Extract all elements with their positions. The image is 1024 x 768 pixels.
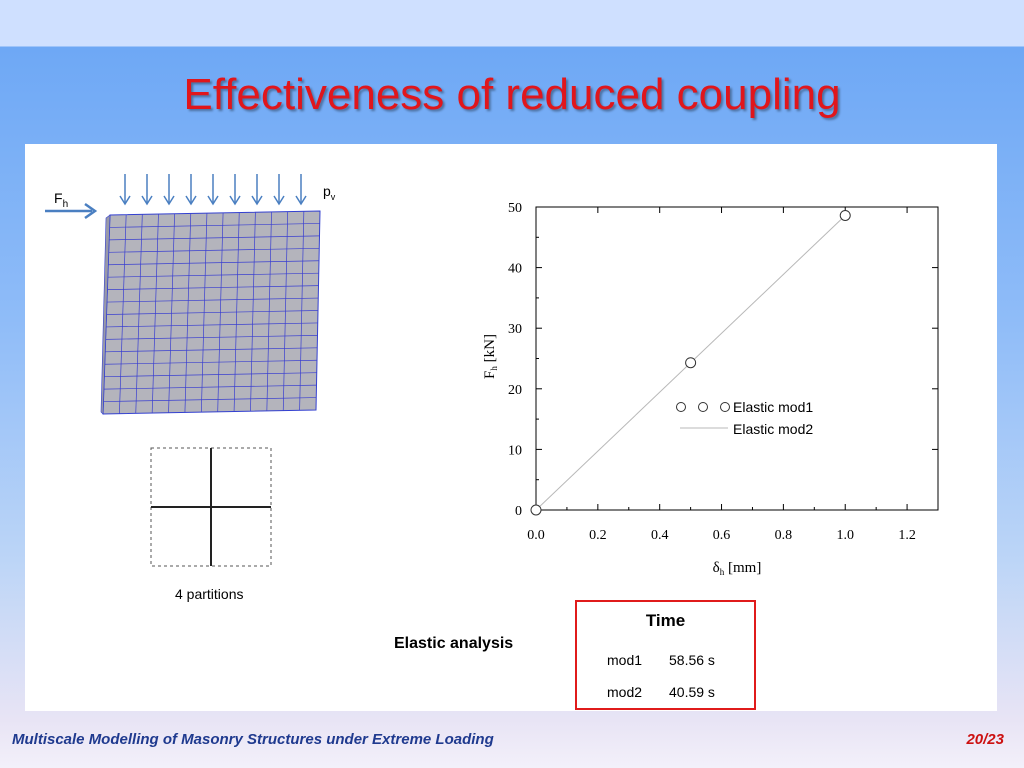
top-band xyxy=(0,0,1024,46)
legend-mod1-marker xyxy=(720,402,730,412)
partitions-label: 4 partitions xyxy=(175,586,244,602)
legend-mod1-label: Elastic mod1 xyxy=(733,399,813,415)
legend-mod1-marker xyxy=(698,402,708,412)
series-elastic-mod1-point xyxy=(530,504,542,516)
row1-time: 58.56 s xyxy=(669,652,715,668)
plot-area xyxy=(535,206,939,511)
y-tick-label: 0 xyxy=(515,504,522,519)
series-elastic-mod1-point xyxy=(685,357,697,369)
row2-time: 40.59 s xyxy=(669,684,715,700)
row2-model: mod2 xyxy=(607,684,643,700)
x-tick-label: 1.0 xyxy=(836,528,854,543)
x-tick-label: 0.6 xyxy=(713,528,731,543)
page-number: 20/23 xyxy=(966,731,1004,748)
y-axis-label: Fh [kN] xyxy=(482,334,499,379)
y-tick-label: 40 xyxy=(508,262,522,277)
x-tick-label: 0.8 xyxy=(775,528,793,543)
y-tick-label: 20 xyxy=(508,383,522,398)
analysis-label: Elastic analysis xyxy=(394,635,514,652)
x-tick-label: 0.4 xyxy=(651,528,669,543)
x-axis-label: δh [mm] xyxy=(713,560,762,577)
legend-mod1-marker xyxy=(676,402,686,412)
force-arrow-icon xyxy=(45,202,98,220)
pressure-label: pv xyxy=(323,183,336,202)
pressure-arrows-icon xyxy=(119,174,307,206)
row1-model: mod1 xyxy=(607,652,643,668)
time-header: Time xyxy=(645,611,686,630)
y-tick-label: 50 xyxy=(508,201,522,216)
time-table: Time mod1 58.56 s mod2 40.59 s xyxy=(575,600,756,710)
legend-mod2-label: Elastic mod2 xyxy=(733,421,813,437)
series-elastic-mod1-point xyxy=(839,209,851,221)
y-tick-label: 30 xyxy=(508,322,522,337)
force-label: Fh xyxy=(54,190,69,210)
slide-title: Effectiveness of reduced coupling xyxy=(183,70,841,119)
x-tick-label: 1.2 xyxy=(898,528,916,543)
y-tick-label: 10 xyxy=(508,443,522,458)
partitions-diagram xyxy=(150,447,272,567)
footer-title: Multiscale Modelling of Masonry Structur… xyxy=(12,731,494,748)
x-tick-label: 0.2 xyxy=(589,528,607,543)
x-tick-label: 0.0 xyxy=(527,528,545,543)
wall-mesh xyxy=(100,210,321,415)
